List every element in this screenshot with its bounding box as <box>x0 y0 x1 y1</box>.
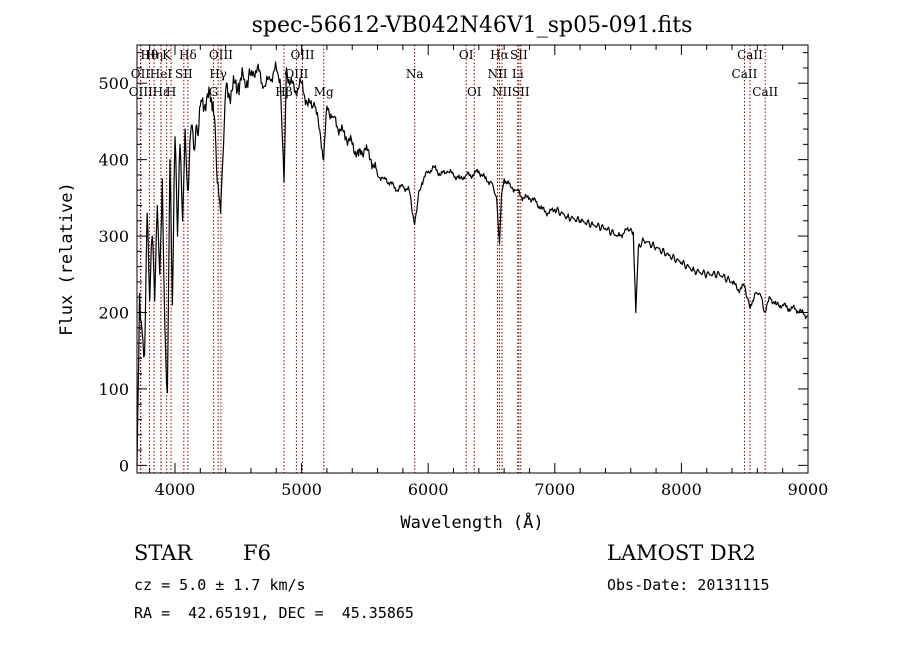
y-tick-label: 0 <box>119 456 129 475</box>
y-tick-label: 400 <box>98 151 129 170</box>
spectral-line-label: Hβ <box>275 85 292 99</box>
spectral-line-label: H <box>166 85 176 99</box>
subclass: F6 <box>243 541 271 565</box>
coordinates: RA = 42.65191, DEC = 45.35865 <box>134 604 414 622</box>
spectral-line-label: NII <box>492 85 512 99</box>
spectral-line-label: SII <box>512 85 530 99</box>
spectral-line-label: Hη <box>145 48 163 62</box>
spectral-line-label: NII <box>488 67 508 81</box>
x-tick-label: 7000 <box>534 480 575 499</box>
object-class: STAR <box>134 541 193 565</box>
spectral-line-label: OI <box>467 85 482 99</box>
redshift-velocity: cz = 5.0 ± 1.7 km/s <box>134 576 306 594</box>
x-axis-label: Wavelength (Å) <box>400 511 543 533</box>
y-axis-label: Flux (relative) <box>57 182 77 336</box>
x-tick-label: 5000 <box>281 480 322 499</box>
spectral-line-label: Mg <box>314 85 334 99</box>
spectral-line-label: CaII <box>752 85 778 99</box>
spectral-line-markers: HθOIIOIIIHηHeIHεKSIIHHδOIIIHγGOIIIOIIIHβ… <box>129 45 778 473</box>
y-axis: 0 100 200 300 400 500 <box>98 52 808 475</box>
x-tick-label: 8000 <box>661 480 702 499</box>
spectral-line-label: Hθ <box>141 48 159 62</box>
spectral-line-label: CaII <box>732 67 758 81</box>
spectral-line-label: Hε <box>153 85 170 99</box>
spectral-line-label: CaII <box>737 48 763 62</box>
spectral-line-label: Hα <box>490 48 509 62</box>
x-tick-label: 6000 <box>408 480 449 499</box>
spectral-line-label: Li <box>512 67 524 81</box>
spectral-line-label: SII <box>175 67 193 81</box>
spectral-line-label: OIII <box>284 67 308 81</box>
spectral-line-label: Hγ <box>209 67 227 81</box>
plot-frame <box>136 44 809 474</box>
spectral-line-label: G <box>209 85 219 99</box>
spectral-line-label: OIII <box>209 48 233 62</box>
spectrum-series-line <box>136 61 809 466</box>
spectral-line-label: Na <box>406 67 424 81</box>
x-tick-label: 9000 <box>788 480 829 499</box>
x-axis: 4000 5000 6000 7000 8000 9000 <box>149 45 829 499</box>
y-tick-label: 200 <box>98 304 129 323</box>
spectral-line-label: SII <box>510 48 528 62</box>
y-tick-label: 100 <box>98 380 129 399</box>
spectral-line-label: K <box>162 48 172 62</box>
chart-title: spec-56612-VB042N46V1_sp05-091.fits <box>252 13 693 38</box>
survey-label: LAMOST DR2 <box>607 541 756 565</box>
spectral-line-label: OIII <box>129 85 153 99</box>
spectral-line-label: OI <box>459 48 474 62</box>
spectral-line-label: Hδ <box>179 48 197 62</box>
y-tick-label: 300 <box>98 227 129 246</box>
y-tick-label: 500 <box>98 74 129 93</box>
spectral-line-label: OIII <box>290 48 314 62</box>
x-tick-label: 4000 <box>155 480 196 499</box>
observation-date: Obs-Date: 20131115 <box>607 576 770 594</box>
